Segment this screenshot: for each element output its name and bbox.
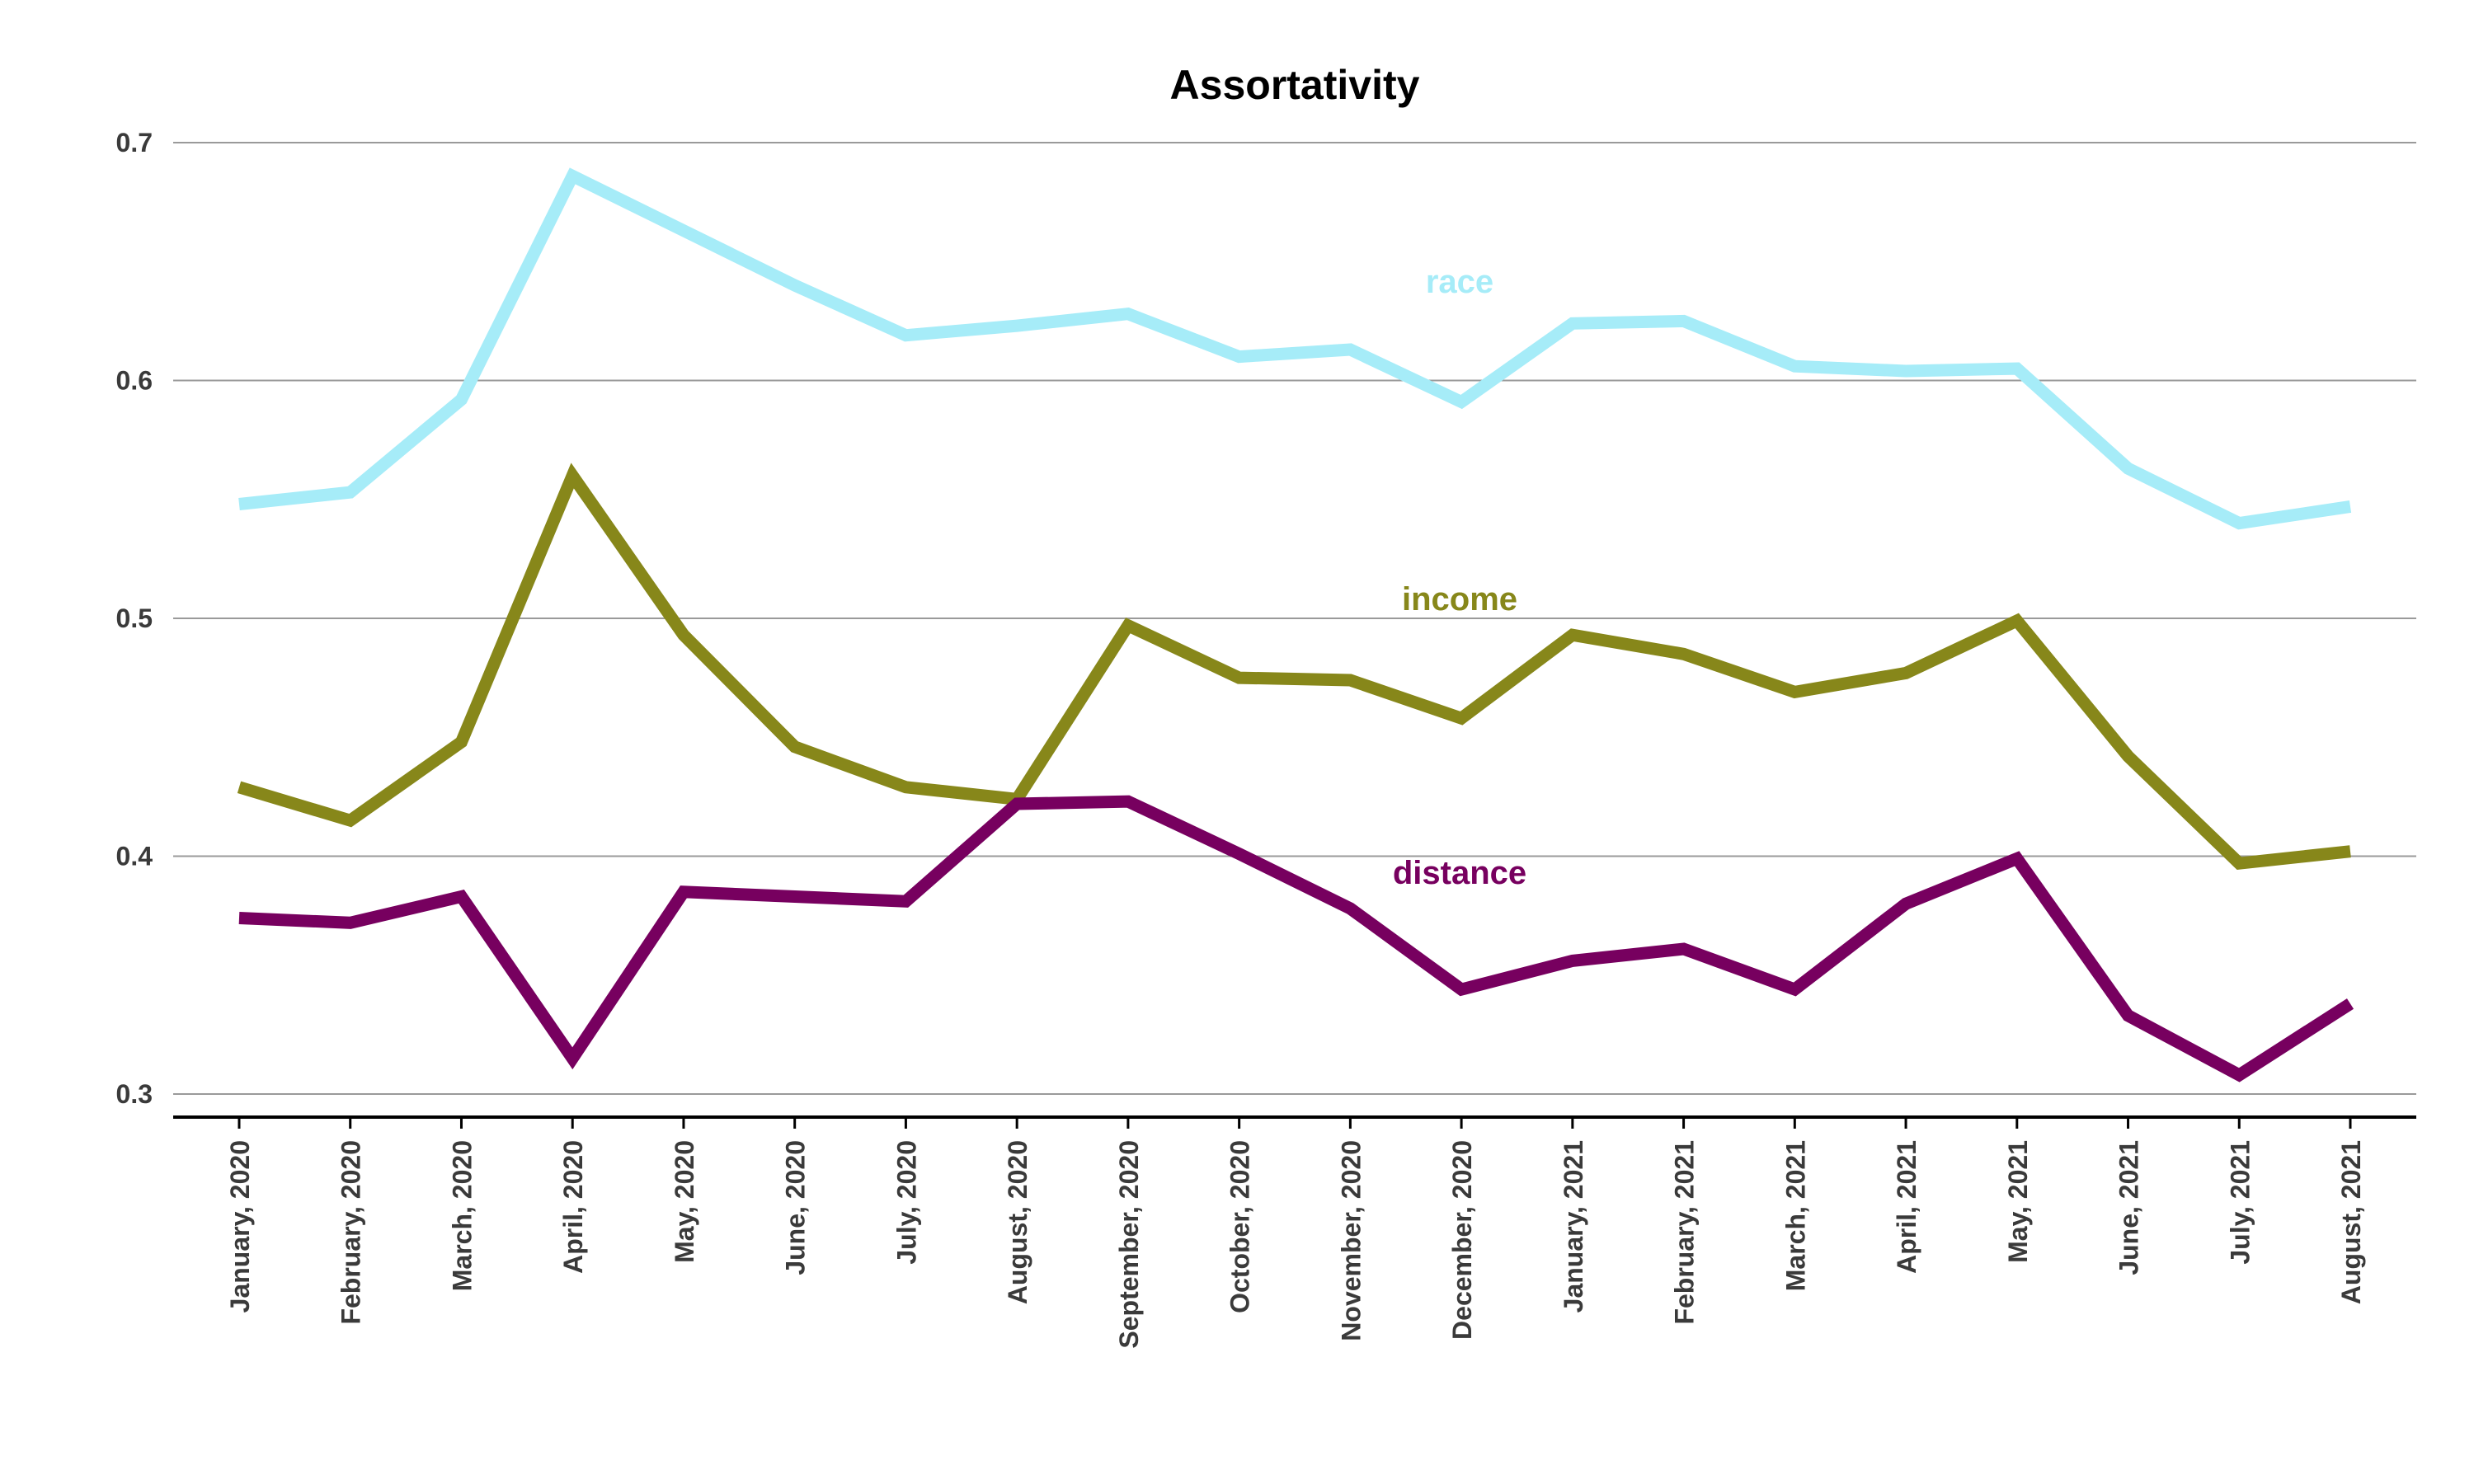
x-tick-label: October, 2020 [1225, 1140, 1255, 1313]
series-lines [237, 167, 2354, 1082]
x-tick-label: August, 2021 [2336, 1140, 2366, 1304]
x-tick-label: July, 2020 [891, 1140, 921, 1265]
series-line-income [237, 463, 2351, 871]
x-tick-label: May, 2020 [670, 1140, 699, 1263]
y-axis-ticks: 0.3 0.4 0.5 0.6 0.7 [116, 128, 153, 1109]
x-tick-label: July, 2021 [2225, 1140, 2255, 1265]
grid-lines [173, 142, 2416, 1095]
x-tick-label: April, 2020 [558, 1140, 588, 1274]
x-axis-ticks: January, 2020 February, 2020 March, 2020 Ap… [225, 1117, 2366, 1349]
x-tick-label: March, 2021 [1780, 1140, 1810, 1291]
x-tick-label: February, 2021 [1670, 1140, 1700, 1325]
x-tick-label: June, 2021 [2114, 1140, 2144, 1275]
x-tick-label: September, 2020 [1114, 1140, 1144, 1349]
series-labels: race income distance [1393, 264, 1526, 891]
x-tick-label: August, 2020 [1003, 1140, 1032, 1304]
series-label-race: race [1426, 264, 1493, 300]
x-tick-label: March, 2020 [447, 1140, 477, 1291]
x-tick-label: April, 2021 [1892, 1140, 1921, 1274]
y-tick-label: 0.6 [116, 366, 153, 396]
y-tick-label: 0.7 [116, 128, 153, 157]
x-tick-label: February, 2020 [336, 1140, 366, 1325]
x-tick-label: December, 2020 [1447, 1140, 1477, 1340]
series-line-distance [238, 795, 2354, 1082]
x-tick-label: May, 2021 [2003, 1140, 2033, 1263]
y-tick-label: 0.5 [116, 603, 153, 633]
series-label-income: income [1402, 581, 1517, 618]
y-tick-label: 0.3 [116, 1079, 153, 1109]
x-tick-label: January, 2021 [1559, 1140, 1588, 1313]
series-label-distance: distance [1393, 855, 1526, 891]
x-tick-label: November, 2020 [1336, 1140, 1366, 1341]
y-tick-label: 0.4 [116, 842, 153, 871]
x-tick-label: January, 2020 [225, 1140, 255, 1313]
x-tick-label: June, 2020 [781, 1140, 811, 1275]
series-line-race [238, 167, 2352, 530]
chart-title: Assortativity [1170, 62, 1420, 108]
